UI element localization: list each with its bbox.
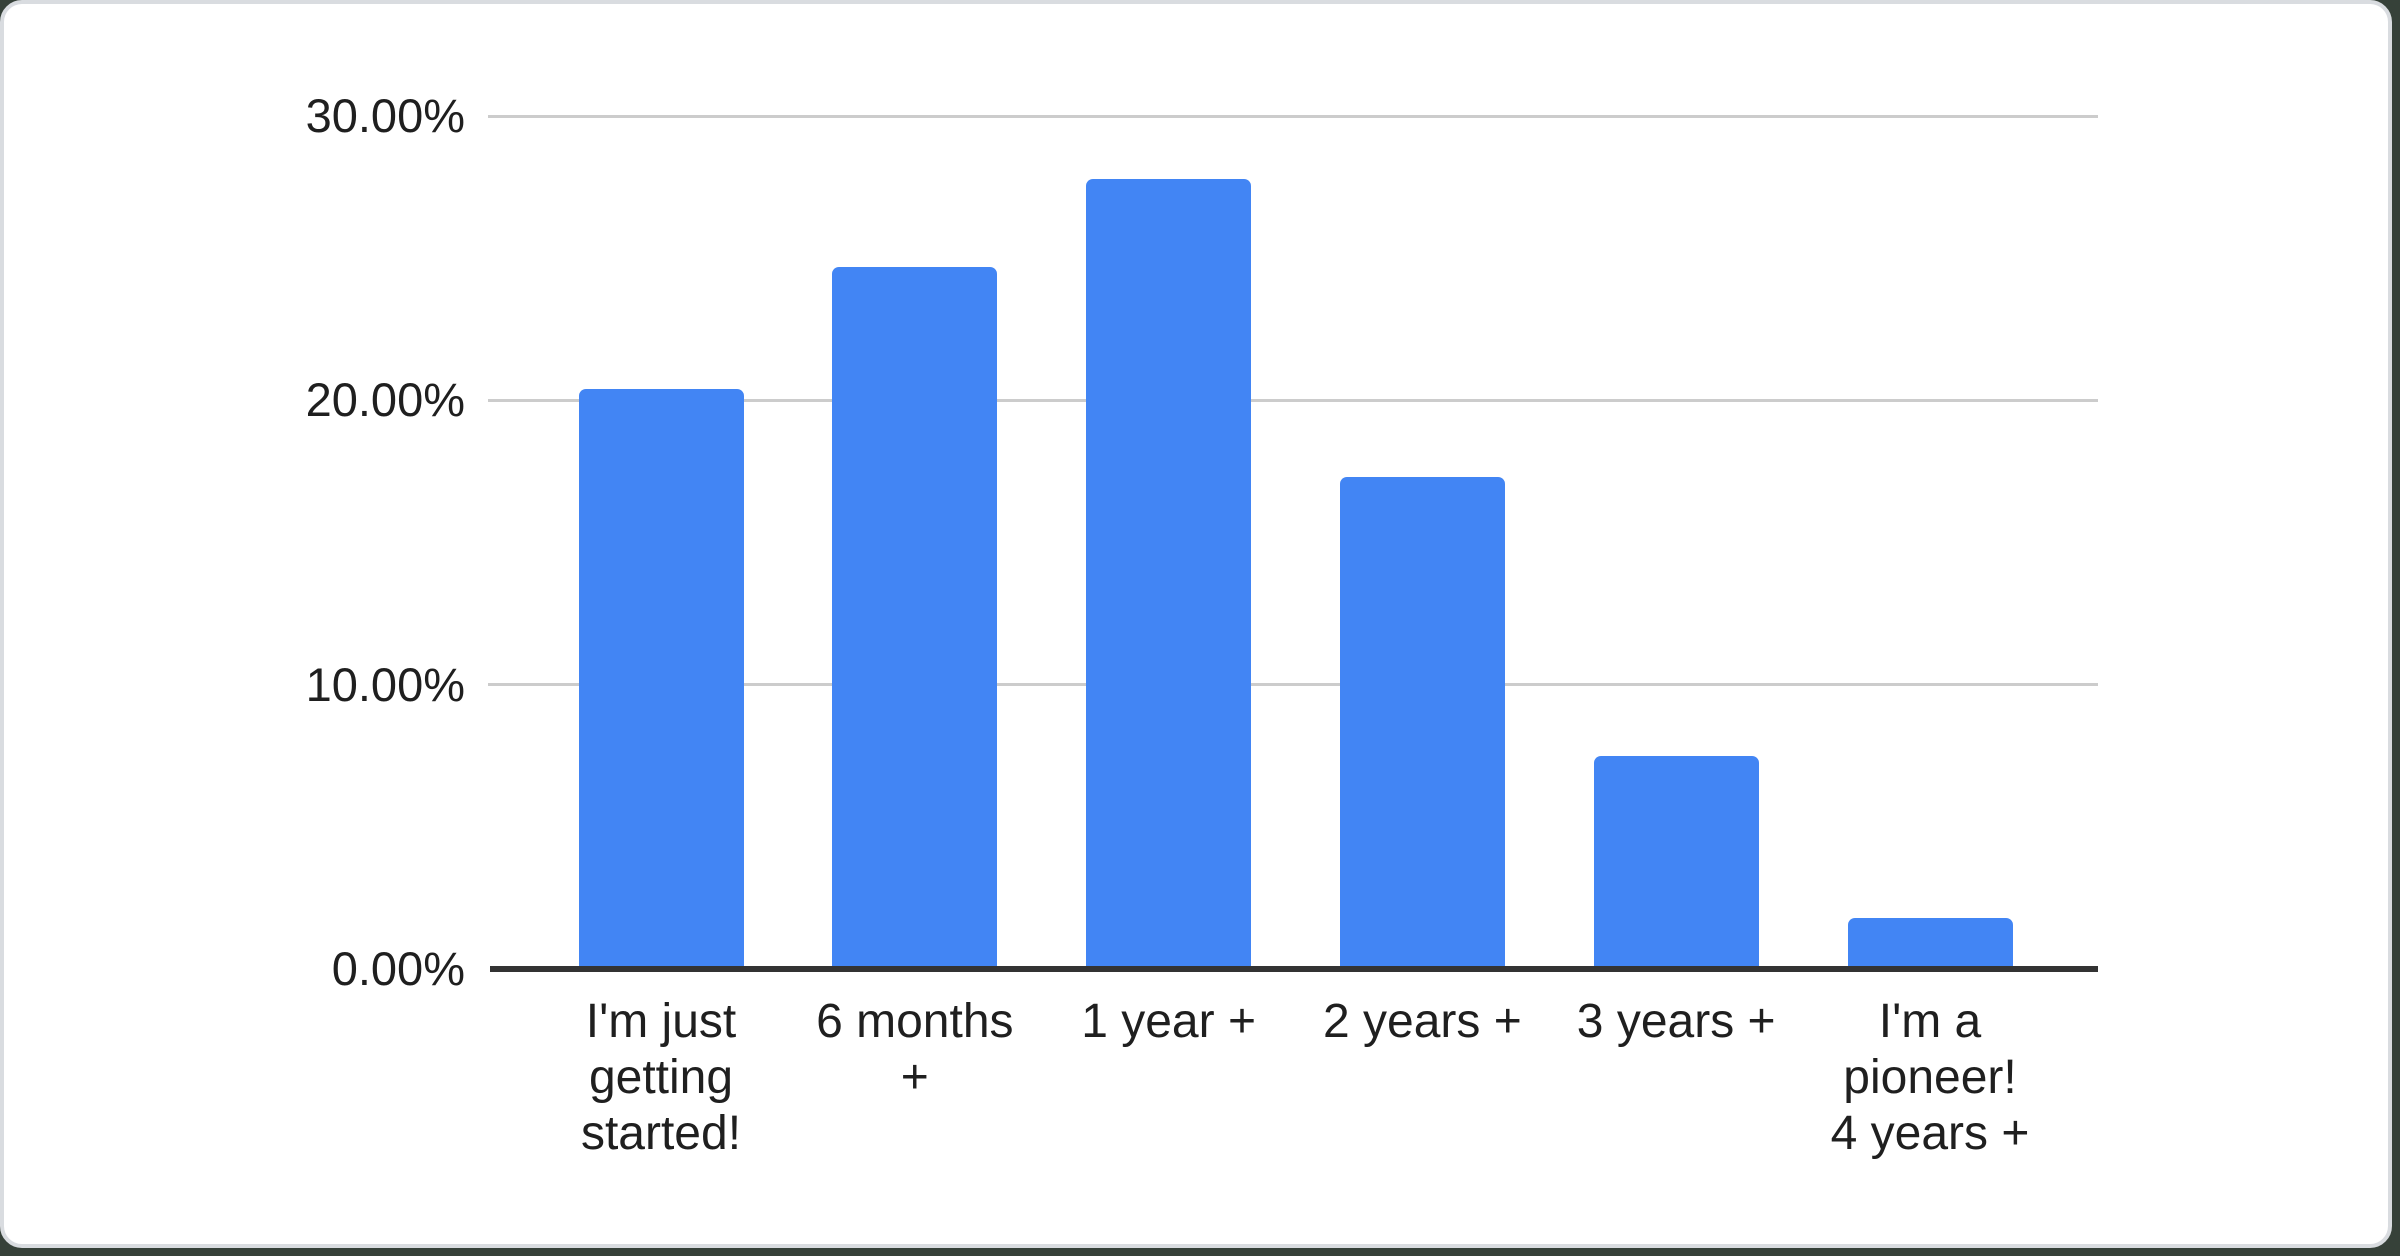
x-axis-category-label-line: I'm a	[1878, 995, 1982, 1048]
gridline	[488, 683, 2098, 687]
bar-6[interactable]	[1847, 917, 2013, 969]
x-axis-category-label-line: +	[900, 1051, 929, 1104]
x-axis-category-label-line: 6 months	[816, 995, 1014, 1048]
bar-3[interactable]	[1086, 178, 1252, 969]
gridline	[488, 114, 2098, 118]
gridline	[488, 398, 2098, 402]
y-axis-tick-label: 20.00%	[305, 373, 465, 427]
x-axis-category-label-line: started!	[580, 1107, 742, 1160]
x-axis-category-label: 1 year +	[1029, 994, 1309, 1050]
x-axis-category-label-line: 4 years +	[1830, 1107, 2030, 1160]
x-axis-category-label-line: 1 year +	[1081, 995, 1256, 1048]
x-axis-category-label: I'm a pioneer! 4 years +	[1790, 994, 2070, 1162]
bar-4[interactable]	[1339, 477, 1505, 969]
x-axis-category-label-line: getting	[588, 1051, 734, 1104]
bar-5[interactable]	[1593, 755, 1759, 969]
x-axis-line	[490, 966, 2098, 972]
x-axis-category-label: 2 years +	[1282, 994, 1562, 1050]
x-axis-category-label-line: I'm just	[585, 995, 737, 1048]
y-axis-tick-label: 10.00%	[305, 657, 465, 711]
y-axis-tick-label: 0.00%	[331, 942, 465, 995]
x-axis-category-label-line: pioneer!	[1843, 1051, 2017, 1104]
x-axis-category-label-line: 2 years +	[1323, 995, 1522, 1048]
x-axis-category-label: 3 years +	[1536, 994, 1816, 1050]
x-axis-category-label-line: 3 years +	[1576, 995, 1776, 1048]
bar-1[interactable]	[578, 388, 744, 969]
y-axis-tick-label: 30.00%	[305, 89, 465, 142]
bar-2[interactable]	[832, 266, 998, 969]
x-axis-category-label: I'm just getting started!	[521, 994, 801, 1162]
x-axis-category-label: 6 months +	[775, 994, 1055, 1106]
